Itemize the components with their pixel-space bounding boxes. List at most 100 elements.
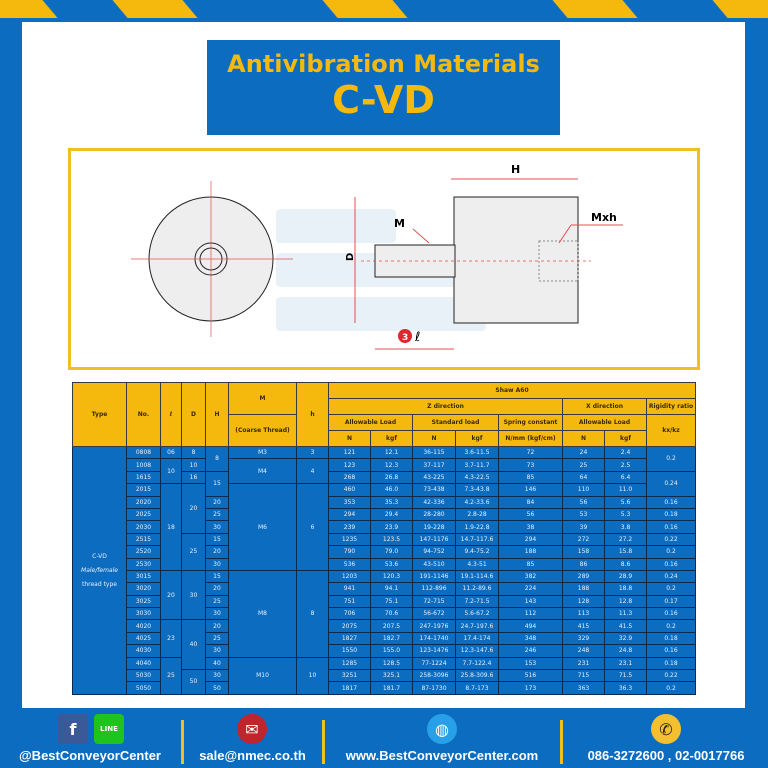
header-type: Type bbox=[72, 382, 127, 447]
cell-z-std-n: 123-1476 bbox=[412, 644, 456, 658]
cell-d: 8 bbox=[181, 445, 206, 460]
cell-z-std-kgf: 2.8-28 bbox=[455, 507, 499, 522]
table-row: 2530 30 536 53.6 43-510 4.3-51 85 86 8.6 0.16 bbox=[73, 557, 697, 571]
cell-H: 25 bbox=[205, 631, 229, 646]
cell-z-allow-n: 239 bbox=[328, 520, 371, 534]
cell-z-std-n: 37-117 bbox=[412, 458, 456, 472]
title: Antivibration Materials bbox=[227, 50, 540, 78]
table-row: 2015 18 20 M6 6 460 46.0 73-438 7.3-43.8 146 110 11… bbox=[73, 483, 696, 571]
cell-no: 3025 bbox=[126, 594, 161, 609]
cell-z-std-kgf: 14.7-117.6 bbox=[455, 532, 499, 547]
cell-z-allow-kgf: 12.1 bbox=[370, 445, 413, 460]
cell-x-allow-n: 110 bbox=[562, 483, 605, 497]
cell-l: 23 bbox=[160, 619, 182, 658]
table-row: 4040 25 40 M10 10 1285 128.5 77-1224 7.7-122.4 15… bbox=[73, 656, 697, 695]
header-standard: Standard load bbox=[412, 414, 499, 431]
cell-x-allow-n: 64 bbox=[562, 470, 605, 485]
cell-x-allow-n: 158 bbox=[562, 545, 605, 559]
cell-spring: 85 bbox=[498, 470, 563, 485]
cell-z-std-kgf: 5.6-67.2 bbox=[455, 607, 499, 621]
cell-x-allow-kgf: 12.8 bbox=[604, 594, 647, 609]
phone-icon[interactable]: ✆ bbox=[651, 714, 681, 744]
cell-z-std-kgf: 19.1-114.6 bbox=[455, 569, 499, 584]
cell-spring: 188 bbox=[498, 545, 563, 559]
facebook-icon[interactable]: f bbox=[58, 714, 88, 744]
cell-z-allow-kgf: 75.1 bbox=[370, 594, 413, 609]
globe-icon[interactable]: ◍ bbox=[427, 714, 457, 744]
cell-spring: 294 bbox=[498, 532, 563, 547]
email-icon[interactable]: ✉ bbox=[237, 714, 267, 744]
header-n: N bbox=[562, 430, 605, 447]
header-kgf: kgf bbox=[455, 430, 499, 447]
cell-x-allow-n: 248 bbox=[562, 644, 605, 658]
cell-rigidity: 0.18 bbox=[645, 656, 697, 671]
table-row: 3025 25 751 75.1 72-715 7.2-71.5 143 128 12.8 0.1… bbox=[73, 594, 697, 609]
cell-z-std-n: 19-228 bbox=[412, 520, 456, 534]
cell-x-allow-kgf: 5.6 bbox=[604, 495, 647, 509]
cell-z-std-kgf: 8.7-173 bbox=[455, 681, 499, 695]
table-row: 2515 25 15 1235 123.5 147-1176 14.7-117.6 294 27… bbox=[73, 532, 697, 571]
label-l: ℓ bbox=[414, 330, 420, 345]
line-icon[interactable]: LINE bbox=[94, 714, 124, 744]
cell-no: 5030 bbox=[126, 669, 161, 683]
cell-z-std-kgf: 7.7-122.4 bbox=[455, 656, 499, 671]
cell-no: 2520 bbox=[126, 545, 161, 559]
cell-H: 20 bbox=[205, 545, 229, 559]
cell-z-std-kgf: 4.3-51 bbox=[455, 557, 499, 571]
header-shaw: Shaw A60 bbox=[327, 382, 697, 399]
cell-h: 8 bbox=[296, 569, 329, 658]
cell-H: 50 bbox=[205, 681, 229, 695]
cell-z-std-kgf: 3.7-11.7 bbox=[455, 458, 499, 472]
cell-spring: 246 bbox=[498, 644, 563, 658]
cell-rigidity: 0.2 bbox=[645, 619, 697, 633]
cell-no: 4025 bbox=[126, 631, 161, 646]
model-title: C-VD bbox=[332, 78, 435, 122]
cell-x-allow-kgf: 2.5 bbox=[604, 458, 647, 472]
cell-z-std-kgf: 11.2-89.6 bbox=[455, 582, 499, 596]
cell-d: 30 bbox=[181, 569, 206, 621]
cell-z-allow-n: 1203 bbox=[328, 569, 371, 584]
cell-spring: 494 bbox=[498, 619, 563, 633]
cell-rigidity: 0.17 bbox=[645, 594, 697, 609]
cell-x-allow-n: 231 bbox=[562, 656, 605, 671]
header-ratio: kx/kz bbox=[645, 414, 697, 447]
phone-numbers[interactable]: 086-3272600 , 02-0017766 bbox=[587, 748, 745, 763]
header-l: ℓ bbox=[160, 382, 182, 447]
front-view bbox=[131, 181, 293, 337]
cell-z-allow-kgf: 12.3 bbox=[370, 458, 413, 472]
divider bbox=[181, 720, 184, 764]
cell-z-std-kgf: 9.4-75.2 bbox=[455, 545, 499, 559]
cell-l: 10 bbox=[160, 458, 182, 485]
cell-d: 20 bbox=[181, 483, 206, 534]
cell-spring: 84 bbox=[498, 495, 563, 509]
cell-m: M3 bbox=[228, 445, 297, 460]
cell-x-allow-kgf: 28.9 bbox=[604, 569, 647, 584]
cell-z-std-kgf: 12.3-147.6 bbox=[455, 644, 499, 658]
cell-z-std-kgf: 24.7-197.6 bbox=[455, 619, 499, 633]
cell-rigidity: 0.16 bbox=[645, 644, 697, 658]
table-row: 2520 20 790 79.0 94-752 9.4-75.2 188 158 15.8 0.2 bbox=[73, 545, 697, 559]
cell-z-std-kgf: 17.4-174 bbox=[455, 631, 499, 646]
cell-spring: 143 bbox=[498, 594, 563, 609]
cell-spring: 146 bbox=[498, 483, 563, 497]
email-link[interactable]: sale@nmec.co.th bbox=[199, 748, 306, 763]
cell-H: 15 bbox=[205, 569, 229, 584]
cell-z-std-n: 112-896 bbox=[412, 582, 456, 596]
cell-no: 2015 bbox=[126, 483, 161, 497]
cell-x-allow-n: 128 bbox=[562, 594, 605, 609]
header-n: N bbox=[328, 430, 371, 447]
cell-no: 4040 bbox=[126, 656, 161, 671]
table-row: 4025 25 1827 182.7 174-1740 17.4-174 348 329 32.… bbox=[73, 631, 697, 646]
website-link[interactable]: www.BestConveyorCenter.com bbox=[345, 748, 539, 763]
cell-x-allow-n: 53 bbox=[562, 507, 605, 522]
cell-no: 2020 bbox=[126, 495, 161, 509]
social-handle[interactable]: @BestConveyorCenter bbox=[19, 748, 161, 763]
cell-no: 2530 bbox=[126, 557, 161, 571]
cell-x-allow-n: 25 bbox=[562, 458, 605, 472]
table-row: 3015 20 30 15 M8 8 1203 120.3 191-1146 19.1-114.6… bbox=[73, 569, 697, 658]
cell-z-allow-n: 1817 bbox=[328, 681, 371, 695]
cell-d: 40 bbox=[181, 619, 206, 671]
cell-z-allow-n: 536 bbox=[328, 557, 371, 571]
cell-x-allow-kgf: 23.1 bbox=[604, 656, 647, 671]
cell-z-std-n: 87-1730 bbox=[412, 681, 456, 695]
